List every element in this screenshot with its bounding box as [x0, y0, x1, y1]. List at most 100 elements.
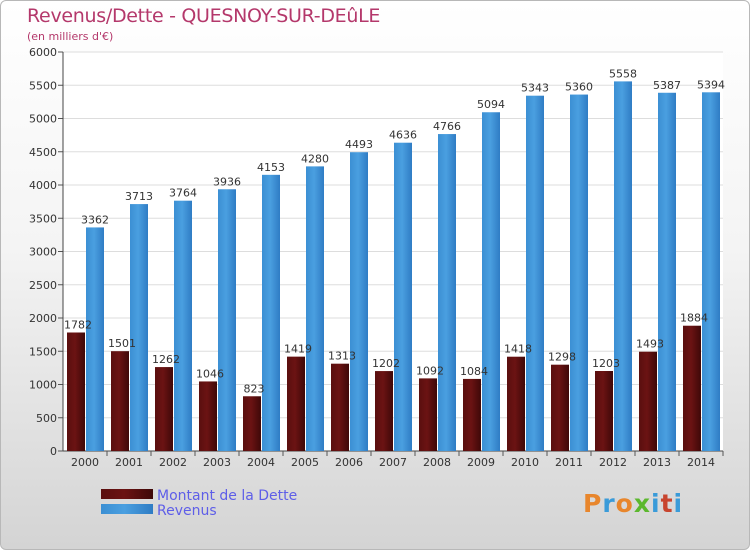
- y-tick-label: 5000: [29, 113, 57, 126]
- y-tick-label: 1500: [29, 345, 57, 358]
- value-label-dette: 1884: [680, 312, 708, 325]
- x-tick-label: 2010: [511, 456, 539, 469]
- bar-revenus: [394, 142, 412, 451]
- value-label-dette: 1046: [196, 367, 224, 380]
- y-tick-label: 5500: [29, 79, 57, 92]
- value-label-revenus: 5394: [697, 78, 725, 91]
- value-label-dette: 1262: [152, 353, 180, 366]
- y-tick-label: 2000: [29, 312, 57, 325]
- y-tick-label: 500: [36, 412, 57, 425]
- legend-label-dette: Montant de la Dette: [157, 488, 297, 504]
- x-tick-label: 2004: [247, 456, 275, 469]
- logo-letter: r: [602, 489, 616, 518]
- bar-revenus: [614, 81, 632, 451]
- bar-revenus: [438, 134, 456, 451]
- value-label-revenus: 3713: [125, 190, 153, 203]
- bar-dette: [375, 371, 393, 451]
- value-label-dette: 1203: [592, 357, 620, 370]
- y-tick-label: 4500: [29, 146, 57, 159]
- x-tick-label: 2007: [379, 456, 407, 469]
- bar-dette: [199, 381, 217, 451]
- x-tick-label: 2003: [203, 456, 231, 469]
- x-tick-label: 2009: [467, 456, 495, 469]
- bar-dette: [595, 371, 613, 451]
- x-tick-label: 2002: [159, 456, 187, 469]
- bar-dette: [243, 396, 261, 451]
- bar-revenus: [174, 200, 192, 451]
- value-label-dette: 1419: [284, 343, 312, 356]
- chart-subtitle: (en milliers d'€): [27, 30, 114, 43]
- bar-dette: [463, 378, 481, 451]
- value-label-revenus: 4766: [433, 120, 461, 133]
- bar-revenus: [262, 174, 280, 451]
- value-label-dette: 1092: [416, 364, 444, 377]
- proxiti-logo: Proxiti: [583, 489, 683, 518]
- x-tick-label: 2005: [291, 456, 319, 469]
- bar-dette: [155, 367, 173, 451]
- x-tick-label: 2001: [115, 456, 143, 469]
- value-label-dette: 1313: [328, 350, 356, 363]
- value-label-dette: 1298: [548, 351, 576, 364]
- legend-label-revenus: Revenus: [157, 503, 217, 519]
- value-label-revenus: 3936: [213, 175, 241, 188]
- x-tick-label: 2011: [555, 456, 583, 469]
- bar-dette: [551, 364, 569, 451]
- logo-letter: i: [673, 489, 684, 518]
- y-tick-label: 2500: [29, 279, 57, 292]
- value-label-revenus: 5558: [609, 67, 637, 80]
- value-label-revenus: 4493: [345, 138, 373, 151]
- bar-dette: [507, 356, 525, 451]
- y-tick-label: 6000: [29, 46, 57, 59]
- value-label-dette: 1418: [504, 343, 532, 356]
- value-label-revenus: 5387: [653, 79, 681, 92]
- bar-revenus: [350, 152, 368, 451]
- y-tick-label: 0: [50, 445, 57, 458]
- value-label-dette: 823: [244, 382, 265, 395]
- bar-revenus: [526, 95, 544, 452]
- logo-letter: i: [651, 489, 661, 518]
- logo-letter: o: [615, 489, 634, 518]
- bar-revenus: [482, 112, 500, 452]
- value-label-revenus: 5343: [521, 82, 549, 95]
- value-label-revenus: 4636: [389, 129, 417, 142]
- value-label-revenus: 5360: [565, 81, 593, 94]
- bar-revenus: [702, 92, 720, 451]
- value-label-revenus: 4280: [301, 152, 329, 165]
- x-tick-label: 2013: [643, 456, 671, 469]
- bar-dette: [67, 332, 85, 451]
- bar-dette: [683, 325, 701, 451]
- x-tick-label: 2008: [423, 456, 451, 469]
- bar-dette: [111, 351, 129, 451]
- y-tick-label: 3000: [29, 246, 57, 259]
- x-tick-label: 2000: [71, 456, 99, 469]
- value-label-dette: 1202: [372, 357, 400, 370]
- legend-swatch-revenus: [101, 504, 153, 514]
- value-label-revenus: 3764: [169, 187, 197, 200]
- value-label-dette: 1084: [460, 365, 488, 378]
- bar-revenus: [218, 189, 236, 452]
- y-tick-label: 1000: [29, 379, 57, 392]
- logo-letter: P: [583, 489, 603, 518]
- value-label-dette: 1501: [108, 337, 136, 350]
- bar-revenus: [86, 227, 104, 451]
- y-tick-label: 4000: [29, 179, 57, 192]
- x-tick-label: 2012: [599, 456, 627, 469]
- value-label-revenus: 4153: [257, 161, 285, 174]
- x-tick-label: 2006: [335, 456, 363, 469]
- value-label-revenus: 5094: [477, 98, 505, 111]
- bar-revenus: [570, 94, 588, 451]
- value-label-dette: 1493: [636, 338, 664, 351]
- bar-dette: [331, 363, 349, 451]
- legend-swatch-dette: [101, 489, 153, 499]
- bar-dette: [419, 378, 437, 451]
- logo-letter: t: [660, 489, 674, 518]
- chart-title: Revenus/Dette - QUESNOY-SUR-DEûLE: [27, 5, 381, 27]
- bar-dette: [639, 351, 657, 451]
- value-label-revenus: 3362: [81, 213, 109, 226]
- y-tick-label: 3500: [29, 212, 57, 225]
- logo-letter: x: [633, 489, 651, 518]
- bar-dette: [287, 356, 305, 451]
- bar-revenus: [130, 204, 148, 451]
